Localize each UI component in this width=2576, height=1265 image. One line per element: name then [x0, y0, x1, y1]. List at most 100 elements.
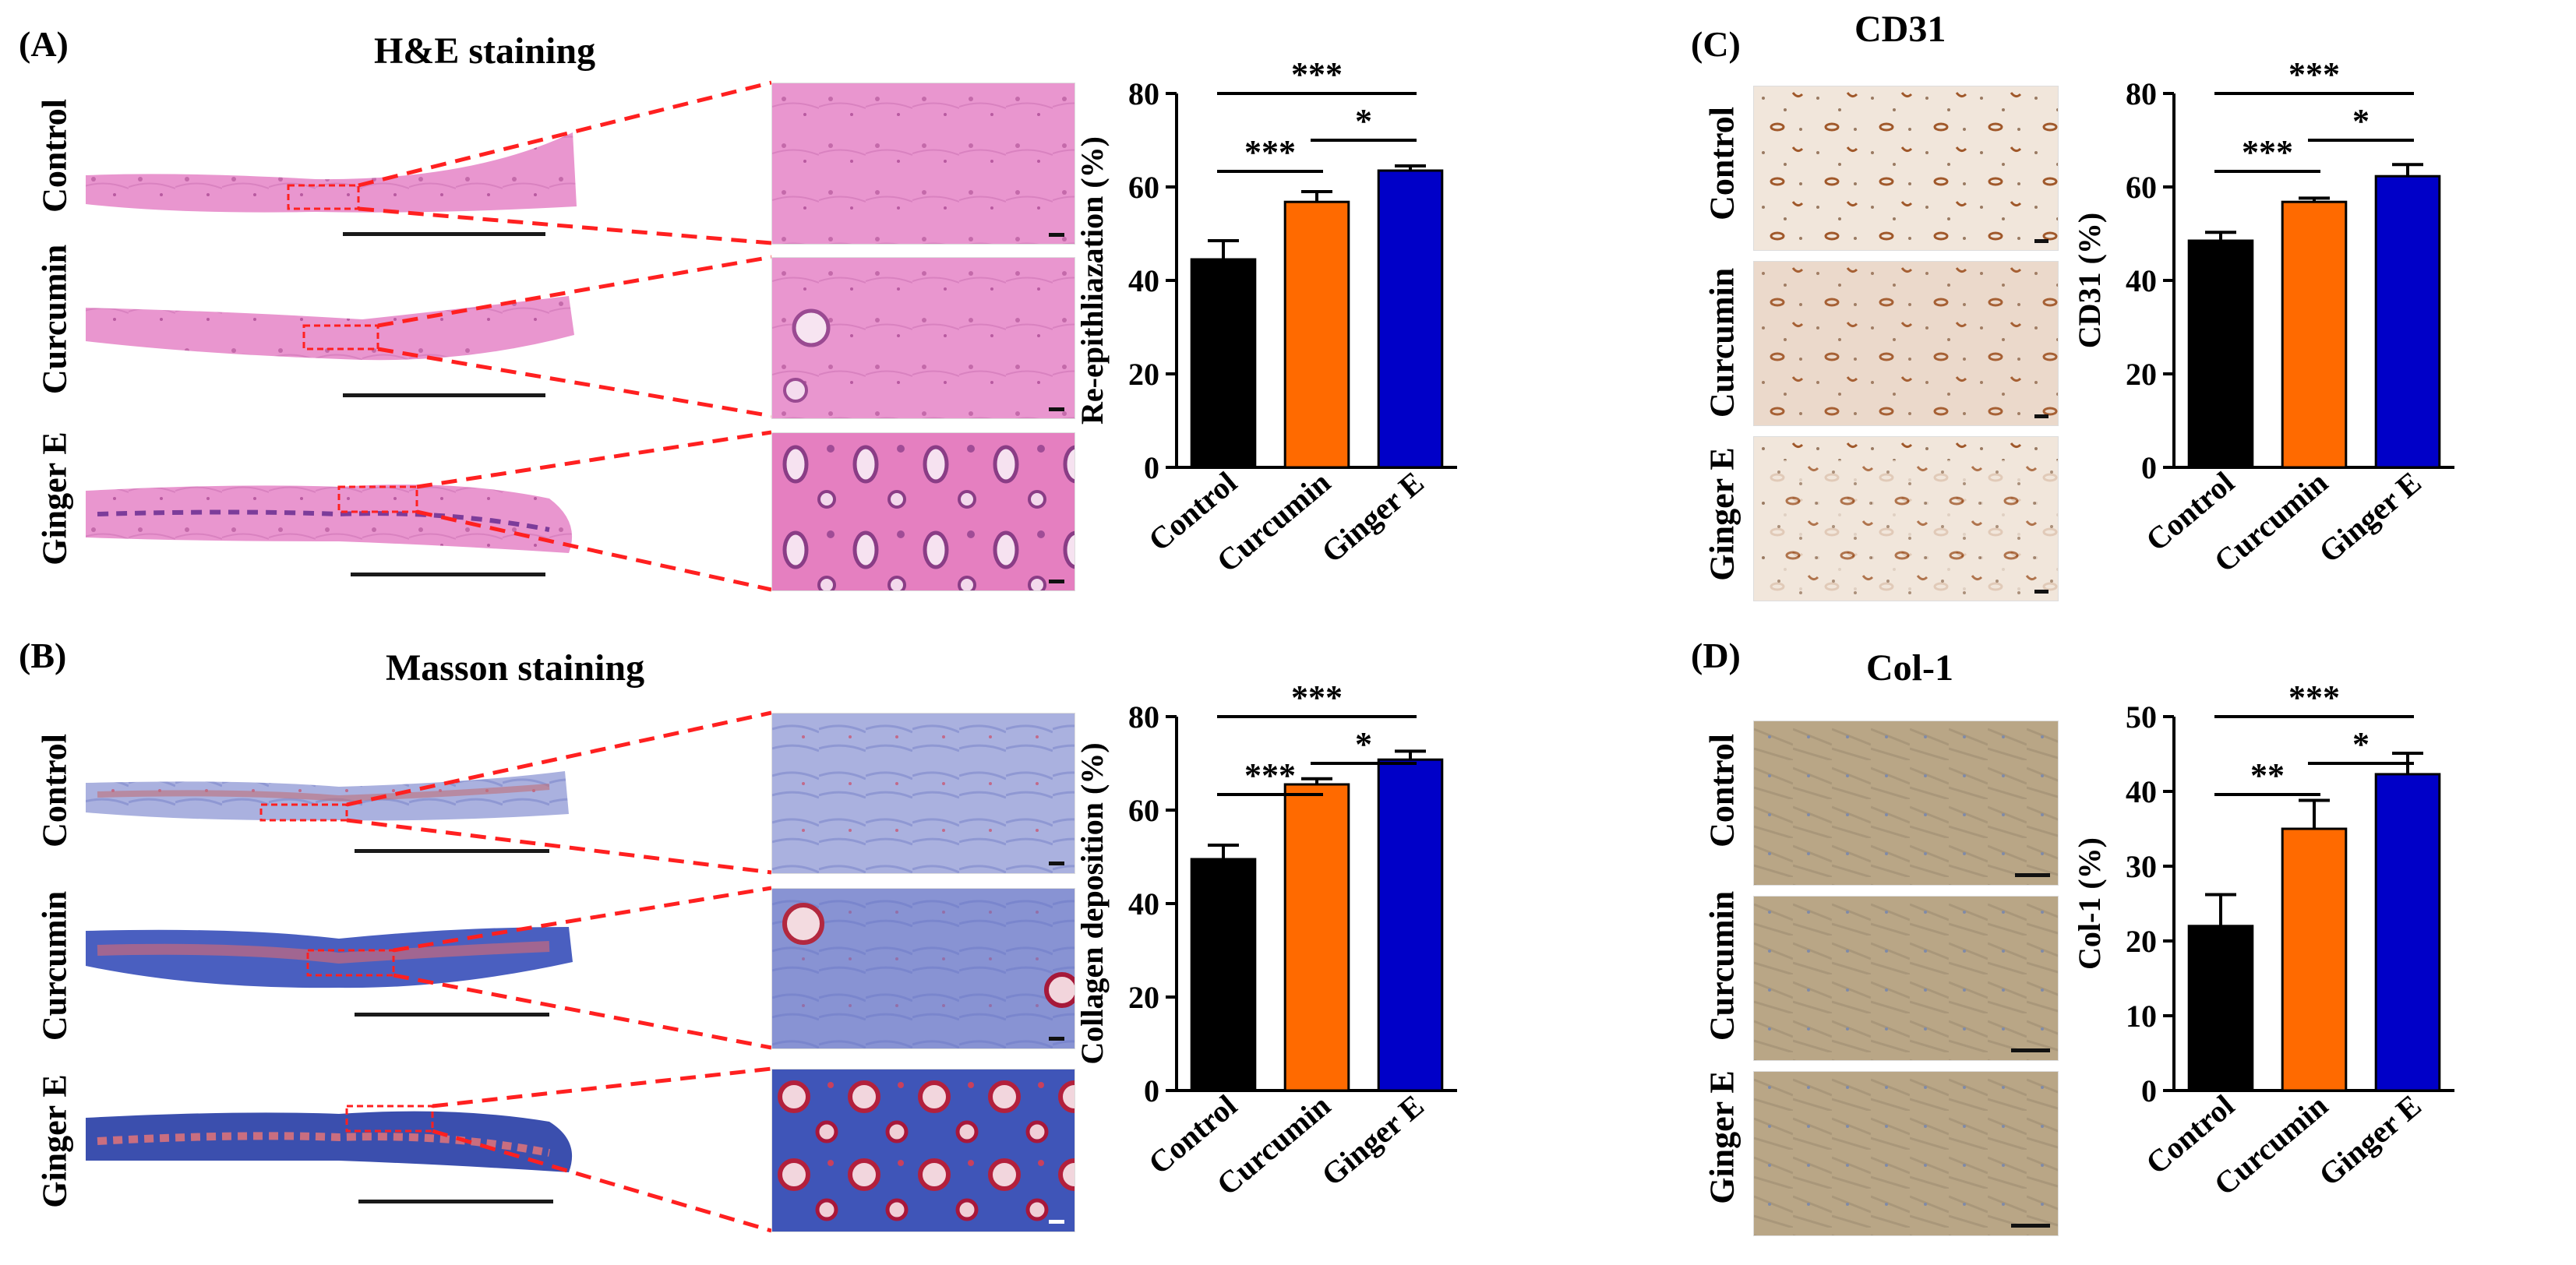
y-tick-label: 0	[2141, 1073, 2157, 1108]
panel-title-b: Masson staining	[386, 647, 645, 689]
y-tick-label: 20	[1128, 980, 1159, 1015]
col1-micro-curcumin	[1753, 896, 2059, 1061]
significance-label: *	[1355, 725, 1372, 763]
bar-control	[1190, 858, 1257, 1092]
y-axis-label: Col-1 (%)	[2072, 837, 2107, 970]
panel-title-d: Col-1	[1866, 647, 1953, 689]
y-tick-label: 40	[2126, 263, 2157, 298]
significance-label: ***	[2288, 55, 2340, 93]
y-tick-label: 30	[2126, 849, 2157, 884]
error-bar	[2392, 163, 2423, 177]
error-bar	[1301, 777, 1332, 784]
y-tick-label: 0	[2141, 450, 2157, 485]
x-tick-label: Ginger E	[1314, 1087, 1430, 1193]
row-label-c-curcumin: Curcumin	[1703, 267, 1741, 418]
y-axis: 0 20 40 60 80	[1128, 76, 1178, 485]
significance-bracket: **	[2214, 756, 2320, 796]
y-tick-label: 20	[1128, 357, 1159, 392]
scalebar-a-ginger	[351, 573, 545, 576]
y-tick-label: 10	[2126, 999, 2157, 1034]
masson-section-ginger	[86, 1105, 573, 1172]
y-tick-label: 40	[2126, 774, 2157, 809]
error-bar	[2299, 196, 2330, 203]
masson-micro-control	[771, 713, 1075, 874]
cd31-micro-control	[1753, 86, 2059, 251]
scalebar-b-ginger	[358, 1200, 553, 1203]
y-axis: 0 10 20 30 40 50	[2126, 699, 2175, 1108]
y-axis-label: Re-epithliazation (%)	[1075, 136, 1110, 425]
row-label-c-control: Control	[1703, 107, 1741, 220]
scalebar-a-curcumin	[343, 393, 545, 397]
row-label-d-control: Control	[1703, 734, 1741, 847]
error-bar	[1395, 749, 1426, 760]
bar-control	[1190, 258, 1257, 469]
y-axis: 0 20 40 60 80	[1128, 699, 1178, 1108]
y-tick-label: 20	[2126, 357, 2157, 392]
zoom-lines-a	[358, 80, 772, 592]
significance-label: ***	[2288, 678, 2340, 717]
bar-ginger-e	[1377, 758, 1444, 1092]
he-section-control	[86, 132, 577, 213]
bar-control	[2187, 925, 2254, 1092]
error-bar	[2299, 798, 2330, 829]
he-micro-ginger	[771, 432, 1075, 591]
significance-label: *	[2352, 102, 2370, 140]
error-bar	[1208, 844, 1239, 859]
significance-bracket: *	[2308, 102, 2414, 142]
significance-label: *	[1355, 102, 1372, 140]
col1-micro-control	[1753, 721, 2059, 886]
he-micro-curcumin	[771, 257, 1075, 419]
bar-curcumin	[1283, 783, 1350, 1092]
significance-label: **	[2250, 756, 2285, 795]
row-label-c-ginger: Ginger E	[1703, 447, 1741, 581]
bar-ginger-e	[2374, 773, 2441, 1092]
panel-letter-d: (D)	[1691, 636, 1741, 675]
scalebar-b-curcumin	[355, 1013, 549, 1017]
he-section-ginger	[86, 485, 573, 553]
significance-label: *	[2352, 725, 2370, 763]
panel-letter-a: (A)	[19, 24, 69, 64]
significance-bracket: *	[1311, 102, 1417, 142]
error-bar	[2205, 231, 2236, 241]
significance-label: ***	[1244, 133, 1296, 171]
error-bar	[1395, 164, 1426, 171]
x-tick-label: Ginger E	[2312, 1087, 2427, 1193]
y-axis-label: CD31 (%)	[2072, 213, 2107, 348]
cd31-micro-ginger	[1753, 436, 2059, 601]
panel-letter-b: (B)	[19, 636, 67, 675]
y-tick-label: 60	[1128, 170, 1159, 205]
panel-letter-c: (C)	[1691, 24, 1741, 64]
panel-title-c: CD31	[1854, 9, 1946, 50]
y-tick-label: 60	[2126, 170, 2157, 205]
row-label-d-curcumin: Curcumin	[1703, 890, 1741, 1041]
error-bar	[1208, 239, 1239, 259]
y-tick-label: 80	[1128, 76, 1159, 111]
bar-curcumin	[1283, 200, 1350, 469]
masson-micro-curcumin	[771, 888, 1075, 1049]
significance-bracket: *	[2308, 725, 2414, 765]
zoom-lines-b	[346, 710, 772, 1233]
y-tick-label: 0	[1144, 1073, 1159, 1108]
x-tick-label: Ginger E	[2312, 464, 2427, 569]
y-tick-label: 50	[2126, 699, 2157, 735]
y-tick-label: 40	[1128, 263, 1159, 298]
y-tick-label: 60	[1128, 793, 1159, 828]
scalebar-a-control	[343, 232, 545, 236]
error-bar	[2205, 893, 2236, 926]
y-tick-label: 40	[1128, 886, 1159, 921]
error-bar	[1301, 190, 1332, 203]
scalebar-b-control	[355, 849, 549, 853]
significance-label: ***	[1244, 756, 1296, 795]
y-tick-label: 80	[1128, 699, 1159, 735]
significance-bracket: ***	[2214, 55, 2414, 95]
significance-bracket: ***	[2214, 678, 2414, 718]
y-tick-label: 80	[2126, 76, 2157, 111]
col1-micro-ginger	[1753, 1071, 2059, 1236]
bar-curcumin	[2281, 200, 2348, 469]
significance-bracket: ***	[1217, 133, 1323, 173]
significance-label: ***	[1291, 55, 1343, 93]
significance-label: ***	[1291, 678, 1343, 717]
